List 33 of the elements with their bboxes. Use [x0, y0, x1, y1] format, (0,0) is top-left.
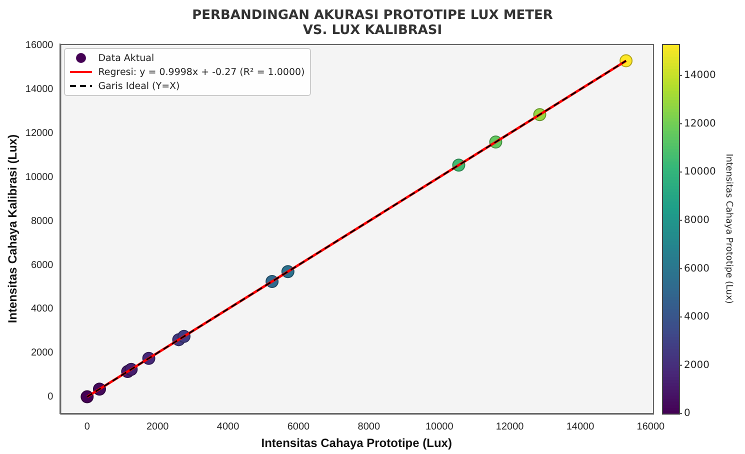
y-tick-label: 4000	[30, 304, 54, 315]
color-bar-label: 8000	[684, 214, 710, 226]
chart-title: PERBANDINGAN AKURASI PROTOTIPE LUX METER VS. LUX KALIBRASI	[191, 8, 554, 38]
y-axis-title: Intensitas Cahaya Kalibrasi (Lux)	[6, 134, 20, 324]
y-tick-label: 2000	[30, 348, 54, 359]
x-tick-label: 0	[84, 421, 90, 432]
color-bar-title: Intensitas Cahaya Prototipe (Lux)	[724, 154, 734, 304]
color-bar-label: 12000	[684, 118, 716, 130]
y-tick-label: 6000	[30, 260, 54, 271]
x-tick-label: 12000	[496, 421, 524, 432]
color-bar-label: 4000	[684, 312, 710, 323]
x-tick-label: 16000	[636, 421, 666, 432]
y-tick-label: 8000	[30, 216, 54, 227]
legend-label: Garis Ideal (Y=X)	[98, 80, 180, 92]
color-bar-label: 2000	[684, 360, 710, 371]
color-bar-label: 14000	[684, 70, 716, 81]
y-tick-label: 14000	[25, 84, 54, 96]
x-tick-label: 8000	[358, 421, 380, 432]
y-tick-label: 10000	[25, 172, 54, 183]
x-tick-label: 4000	[216, 421, 240, 432]
x-tick-label: 14000	[566, 421, 595, 432]
x-tick-label: 2000	[146, 421, 170, 432]
x-tick-label: 6000	[287, 421, 310, 432]
x-tick-label: 10000	[425, 421, 454, 432]
color-bar-label: 0	[684, 408, 690, 420]
y-tick-label: 16000	[25, 40, 54, 52]
legend-label: Data Aktual	[98, 52, 154, 64]
color-bar-label: 10000	[684, 166, 716, 178]
y-tick-label: 0	[48, 392, 54, 403]
x-axis-title: Intensitas Cahaya Prototipe (Lux)	[261, 436, 452, 450]
color-bar-label: 6000	[684, 263, 710, 274]
legend-label: Regresi: y = 0.9998x + -0.27 (R² = 1.0000)	[98, 66, 305, 78]
y-tick-label: 12000	[25, 128, 54, 140]
